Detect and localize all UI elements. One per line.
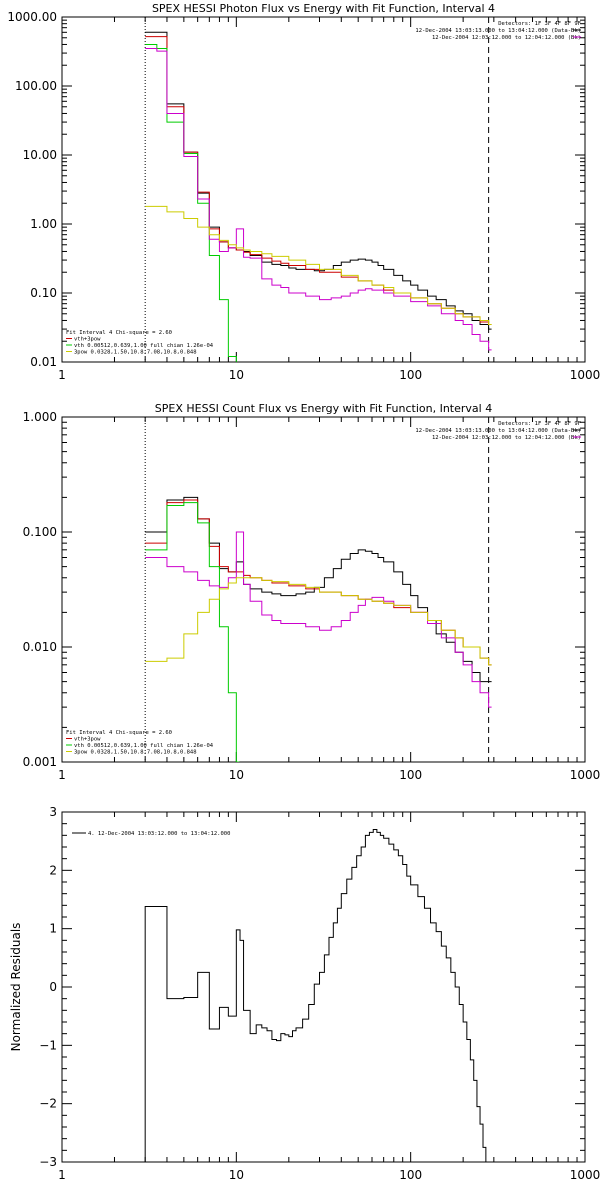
- x-tick-label: 10: [229, 1168, 244, 1182]
- header-line: 12-Dec-2004 12:03:12.000 to 12:04:12.000…: [432, 35, 581, 41]
- panel-3: 1 10 100 1000 −3 −2 −1 0 1 2 3 Normalized Residuals…: [9, 805, 600, 1182]
- header-line: 12-Dec-2004 12:03:12.000 to 12:04:12.000…: [432, 435, 581, 441]
- panel-1: SPEX HESSI Photon Flux vs Energy with Fi…: [7, 2, 600, 382]
- y-tick-label: 2: [49, 863, 57, 877]
- x-tick-label: 1: [58, 368, 66, 382]
- header-line: 12-Dec-2004 13:03:13.000 to 13:04:12.000…: [415, 428, 581, 434]
- series-green: [145, 43, 237, 362]
- series-black: [145, 496, 492, 683]
- plot-frame: [61, 811, 586, 1163]
- x-tick-label: 100: [399, 768, 422, 782]
- y-tick-label: 1000.00: [7, 10, 57, 24]
- chart-title: SPEX HESSI Count Flux vs Energy with Fit…: [155, 402, 492, 415]
- series-yellow: [145, 205, 492, 325]
- x-tick-label: 1: [58, 768, 66, 782]
- y-tick-label: 1: [49, 922, 57, 936]
- legend-entry: vth+3pow: [74, 737, 101, 743]
- plot-frame: [61, 16, 586, 363]
- y-tick-label: 0.01: [30, 355, 57, 369]
- series-magenta: [145, 531, 492, 708]
- y-tick-label: 0: [49, 980, 57, 994]
- series-red: [145, 499, 492, 666]
- y-tick-label: −2: [39, 1097, 57, 1111]
- legend-entry: vth 0.00512,0.639,1.00 full chian 1.26e-…: [74, 343, 214, 349]
- y-tick-label: 0.010: [23, 640, 57, 654]
- series-red: [145, 36, 492, 325]
- x-tick-label: 1000: [570, 1168, 600, 1182]
- legend-entry: 3pow 0.0328,1.50,10.8,7.08,10.8,0.848: [74, 750, 197, 756]
- x-tick-label: 1000: [570, 368, 600, 382]
- plot-area: [144, 17, 492, 362]
- x-tick-label: 10: [229, 368, 244, 382]
- x-tick-label: 1000: [570, 768, 600, 782]
- y-tick-label: 1.000: [23, 410, 57, 424]
- y-axis-label: Normalized Residuals: [9, 923, 23, 1052]
- y-tick-label: −1: [39, 1038, 57, 1052]
- header-line: Detectors: 1F 3F 4F 8F 9F: [498, 421, 581, 427]
- series-green: [145, 502, 240, 762]
- series-black: [145, 31, 492, 330]
- y-tick-label: 3: [49, 805, 57, 819]
- y-tick-label: 100.00: [15, 79, 57, 93]
- series-black: [144, 829, 492, 1162]
- y-tick-label: 10.00: [23, 148, 57, 162]
- legend-entry: vth 0.00512,0.639,1.00 full chian 1.26e-…: [74, 743, 214, 749]
- y-tick-label: 1.00: [30, 217, 57, 231]
- chart-title: SPEX HESSI Photon Flux vs Energy with Fi…: [152, 2, 495, 15]
- series-magenta: [145, 47, 492, 351]
- legend-entry: 3pow 0.0328,1.50,10.8,7.08,10.8,0.848: [74, 350, 197, 356]
- x-tick-label: 100: [399, 368, 422, 382]
- series-yellow: [145, 577, 492, 666]
- legend-entry: Fit Interval 4 Chi-square = 2.60: [66, 730, 172, 736]
- x-tick-label: 10: [229, 768, 244, 782]
- legend-entry: vth+3pow: [74, 337, 101, 343]
- x-tick-label: 1: [58, 1168, 66, 1182]
- plot-frame: [61, 416, 586, 763]
- plot-area: [144, 829, 492, 1162]
- header-line: Detectors: 1F 3F 4F 8F 9F: [498, 21, 581, 27]
- x-tick-label: 100: [399, 1168, 422, 1182]
- y-tick-label: 0.10: [30, 286, 57, 300]
- y-tick-label: 0.100: [23, 525, 57, 539]
- y-tick-label: −3: [39, 1155, 57, 1169]
- y-tick-label: 0.001: [23, 755, 57, 769]
- legend-entry: Fit Interval 4 Chi-square = 2.60: [66, 330, 172, 336]
- panel-2: SPEX HESSI Count Flux vs Energy with Fit…: [23, 402, 600, 782]
- header-line: 12-Dec-2004 13:03:13.000 to 13:04:12.000…: [415, 28, 581, 34]
- legend-entry: 4. 12-Dec-2004 13:03:12.000 to 13:04:12.…: [88, 831, 230, 837]
- plot-area: [144, 417, 492, 762]
